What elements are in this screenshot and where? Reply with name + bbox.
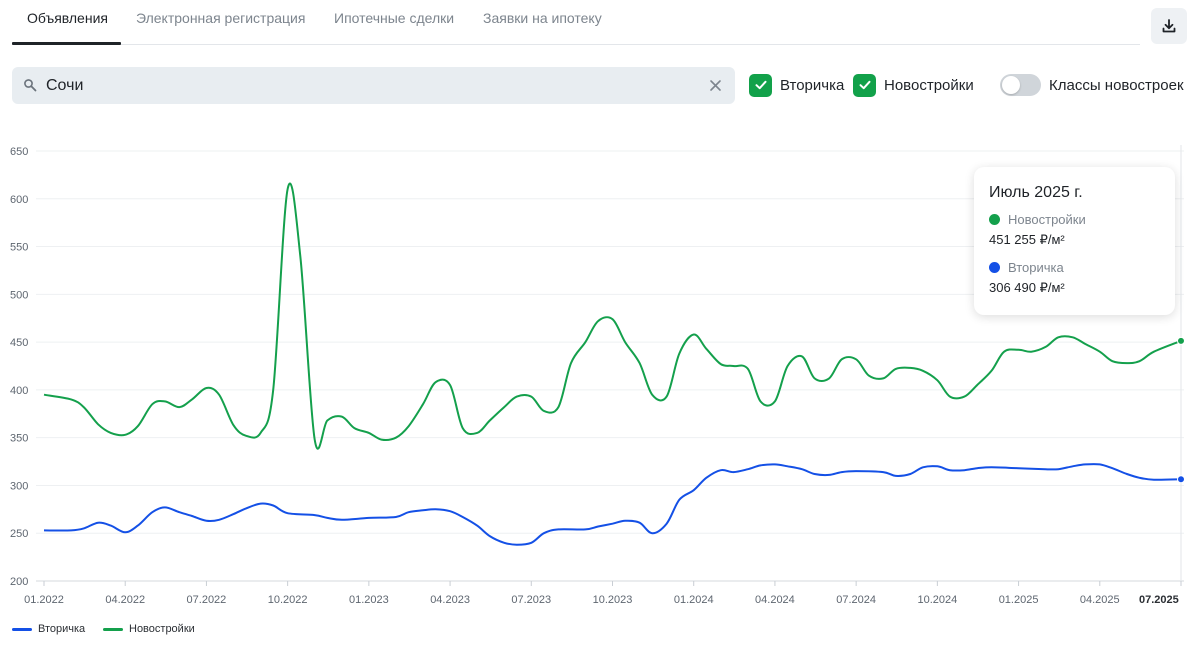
series-line-secondary xyxy=(43,463,1182,546)
x-tick-label: 04.2025 xyxy=(1080,594,1120,606)
classes-toggle-control[interactable]: Классы новостроек xyxy=(1000,74,1184,96)
legend-swatch-secondary xyxy=(12,627,32,631)
legend-swatch-newbuild xyxy=(103,627,123,631)
legend-item-newbuild[interactable]: Новостройки xyxy=(103,622,195,636)
tooltip-row-newbuild: Новостройки xyxy=(989,212,1086,227)
tooltip-secondary-dot xyxy=(989,262,1000,273)
secondary-checkbox-label: Вторичка xyxy=(780,76,845,94)
x-tick-label: 04.2024 xyxy=(755,594,795,606)
y-tick-label: 500 xyxy=(10,289,28,301)
search-icon xyxy=(24,79,37,92)
tab-mortgage-deals[interactable]: Ипотечные сделки xyxy=(334,10,455,26)
newbuild-checkbox-label: Новостройки xyxy=(884,76,974,94)
y-tick-label: 550 xyxy=(10,242,28,254)
download-button[interactable] xyxy=(1151,8,1187,44)
tooltip-newbuild-value: 451 255 ₽/м² xyxy=(989,232,1065,247)
x-tick-label: 04.2023 xyxy=(430,594,470,606)
y-tick-label: 650 xyxy=(10,146,28,158)
tab-mortgage-applications[interactable]: Заявки на ипотеку xyxy=(483,10,602,26)
classes-toggle[interactable] xyxy=(1000,74,1041,96)
x-tick-label: 04.2022 xyxy=(105,594,145,606)
y-axis-ticks: 200 250 300 350 400 450 500 550 600 650 xyxy=(10,146,28,588)
check-icon xyxy=(755,80,766,90)
newbuild-checkbox[interactable]: Новостройки xyxy=(853,73,974,97)
series-line-newbuild xyxy=(43,182,1182,450)
y-tick-label: 200 xyxy=(10,576,28,588)
y-tick-label: 450 xyxy=(10,337,28,349)
series-endpoint-secondary xyxy=(1177,475,1185,484)
series-endpoint-newbuild xyxy=(1177,336,1185,345)
active-tab-underline xyxy=(12,42,121,45)
tooltip-title: Июль 2025 г. xyxy=(989,184,1083,201)
y-tick-label: 350 xyxy=(10,433,28,445)
secondary-checkbox[interactable]: Вторичка xyxy=(749,73,844,97)
x-tick-label: 01.2025 xyxy=(999,594,1039,606)
y-tick-label: 400 xyxy=(10,385,28,397)
y-tick-label: 600 xyxy=(10,194,28,206)
legend-item-secondary[interactable]: Вторичка xyxy=(12,622,85,636)
x-tick-label: 07.2023 xyxy=(511,594,551,606)
tooltip-newbuild-dot xyxy=(989,214,1000,225)
check-icon xyxy=(859,80,870,90)
x-tick-label: 07.2024 xyxy=(836,594,876,606)
y-tick-label: 250 xyxy=(10,528,28,540)
toggle-knob xyxy=(1002,76,1020,94)
x-tick-label: 07.2025 xyxy=(1139,594,1179,606)
tooltip-secondary-value: 306 490 ₽/м² xyxy=(989,280,1065,295)
secondary-checkbox-box[interactable] xyxy=(749,73,772,97)
tooltip-row-secondary: Вторичка xyxy=(989,260,1064,275)
classes-toggle-label: Классы новостроек xyxy=(1049,76,1184,94)
legend-label-newbuild: Новостройки xyxy=(129,623,195,635)
x-tick-label: 10.2024 xyxy=(917,594,957,606)
tab-bar: Объявления Электронная регистрация Ипоте… xyxy=(12,0,1140,45)
tab-electronic-registration[interactable]: Электронная регистрация xyxy=(136,10,306,26)
close-icon[interactable] xyxy=(709,79,722,92)
chart-series xyxy=(43,182,1185,546)
x-tick-label: 10.2022 xyxy=(268,594,308,606)
x-tick-label: 07.2022 xyxy=(187,594,227,606)
legend-label-secondary: Вторичка xyxy=(38,623,86,635)
newbuild-checkbox-box[interactable] xyxy=(853,73,876,97)
x-tick-label: 01.2024 xyxy=(674,594,714,606)
tab-listings[interactable]: Объявления xyxy=(27,10,108,26)
search-box xyxy=(12,67,735,104)
x-tick-label: 10.2023 xyxy=(593,594,633,606)
x-axis-ticks: 01.2022 04.2022 07.2022 10.2022 01.2023 04.20… xyxy=(24,581,1182,606)
x-tick-label: 01.2023 xyxy=(349,594,389,606)
download-icon xyxy=(1162,19,1176,33)
x-tick-label: 01.2022 xyxy=(24,594,64,606)
tooltip-newbuild-name: Новостройки xyxy=(1008,212,1086,227)
y-tick-label: 300 xyxy=(10,480,28,492)
tooltip-secondary-name: Вторичка xyxy=(1008,260,1064,275)
chart-tooltip: Июль 2025 г. Новостройки 451 255 ₽/м² Вт… xyxy=(974,167,1175,315)
search-input[interactable] xyxy=(46,67,696,104)
